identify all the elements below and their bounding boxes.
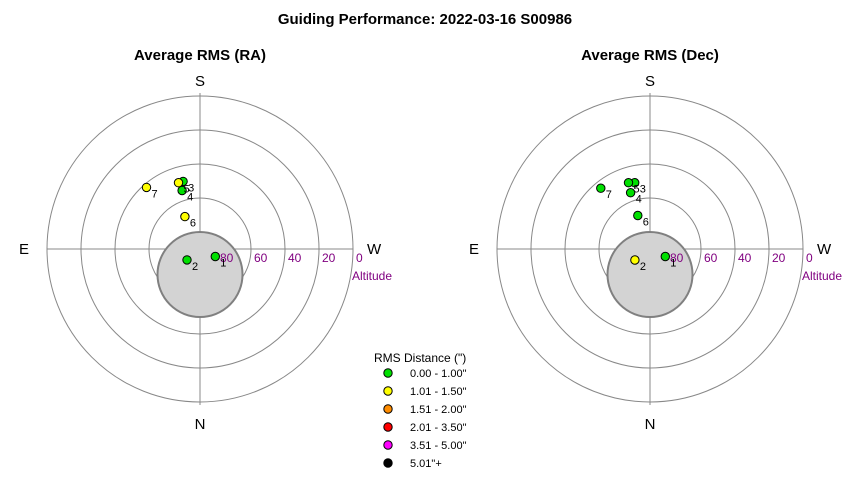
direction-east-label: E bbox=[19, 241, 29, 258]
altitude-axis-label: Altitude bbox=[352, 269, 392, 283]
data-point-label-dec-4: 4 bbox=[636, 194, 642, 206]
altitude-tick-label-80: 80 bbox=[220, 251, 234, 265]
legend-swatch-4 bbox=[383, 440, 393, 450]
legend: RMS Distance (") 0.00 - 1.00" 1.01 - 1.50… bbox=[374, 351, 467, 470]
legend-entry-label-2: 1.51 - 2.00" bbox=[410, 404, 467, 416]
direction-south-label: S bbox=[195, 73, 205, 90]
legend-title: RMS Distance (") bbox=[374, 351, 466, 365]
altitude-tick-label-40: 40 bbox=[288, 251, 302, 265]
data-point-label-dec-7: 7 bbox=[606, 189, 612, 201]
polar-plot-ra: Average RMS (RA) 80 60 40 20 0 Altitude S N E W 1… bbox=[19, 47, 392, 433]
direction-south-label: S bbox=[645, 73, 655, 90]
legend-entry-label-0: 0.00 - 1.00" bbox=[410, 368, 467, 380]
direction-north-label: N bbox=[645, 416, 656, 433]
data-point-ra-1 bbox=[210, 251, 221, 262]
altitude-ring-40 bbox=[114, 163, 286, 335]
altitude-ring-0 bbox=[46, 95, 354, 403]
legend-swatch-2 bbox=[383, 404, 393, 414]
legend-swatch-0 bbox=[383, 368, 393, 378]
data-point-label-ra-4: 4 bbox=[187, 192, 193, 204]
legend-swatch-3 bbox=[383, 422, 393, 432]
legend-entry-label-3: 2.01 - 3.50" bbox=[410, 422, 467, 434]
legend-entry-label-1: 1.01 - 1.50" bbox=[410, 386, 467, 398]
legend-items: 0.00 - 1.00" 1.01 - 1.50" 1.51 - 2.00" 2.01… bbox=[383, 368, 467, 470]
legend-swatch-5 bbox=[383, 458, 393, 468]
data-point-dec-4 bbox=[625, 188, 636, 198]
polar-grid-dec: 80 60 40 20 0 Altitude S N E W bbox=[469, 73, 842, 433]
data-point-label-dec-5: 5 bbox=[634, 184, 640, 196]
altitude-ring-40 bbox=[564, 163, 736, 335]
exclusion-disk bbox=[606, 231, 694, 318]
data-point-ra-2 bbox=[182, 255, 192, 265]
data-point-label-ra-6: 6 bbox=[190, 218, 196, 230]
direction-north-label: N bbox=[195, 416, 206, 433]
data-point-label-ra-1: 1 bbox=[220, 258, 226, 270]
data-point-label-ra-2: 2 bbox=[192, 261, 198, 273]
altitude-ring-0 bbox=[496, 95, 804, 403]
altitude-tick-label-80: 80 bbox=[670, 251, 684, 265]
altitude-tick-label-40: 40 bbox=[738, 251, 752, 265]
data-point-label-ra-5: 5 bbox=[184, 184, 190, 196]
data-point-dec-5 bbox=[623, 178, 634, 188]
altitude-ring-20 bbox=[530, 129, 770, 369]
plot-title-dec: Average RMS (Dec) bbox=[581, 47, 719, 64]
direction-west-label: W bbox=[817, 241, 832, 258]
data-point-dec-6 bbox=[633, 210, 643, 221]
altitude-tick-label-20: 20 bbox=[772, 251, 786, 265]
data-point-label-dec-2: 2 bbox=[640, 261, 646, 273]
legend-swatch-1 bbox=[383, 386, 393, 396]
exclusion-disk bbox=[156, 231, 244, 318]
data-point-label-dec-6: 6 bbox=[643, 217, 649, 229]
data-point-label-dec-3: 3 bbox=[640, 184, 646, 196]
data-point-dec-2 bbox=[630, 255, 640, 265]
data-point-label-dec-1: 1 bbox=[670, 258, 676, 270]
altitude-tick-label-60: 60 bbox=[704, 251, 718, 265]
figure-title: Guiding Performance: 2022-03-16 S00986 bbox=[278, 11, 572, 28]
polar-grid-ra: 80 60 40 20 0 Altitude S N E W bbox=[19, 73, 392, 433]
data-point-dec-7 bbox=[596, 183, 606, 193]
data-point-label-ra-3: 3 bbox=[188, 182, 194, 194]
altitude-axis-label: Altitude bbox=[802, 269, 842, 283]
altitude-tick-label-0: 0 bbox=[806, 251, 813, 265]
direction-west-label: W bbox=[367, 241, 382, 258]
data-point-ra-7 bbox=[141, 182, 152, 193]
altitude-tick-label-60: 60 bbox=[254, 251, 268, 265]
direction-east-label: E bbox=[469, 241, 479, 258]
plot-title-ra: Average RMS (RA) bbox=[134, 47, 266, 64]
points-dec: 1 2 345 6 7 bbox=[596, 178, 676, 273]
data-point-dec-1 bbox=[660, 251, 670, 262]
data-point-ra-6 bbox=[180, 211, 190, 222]
data-point-ra-4 bbox=[177, 185, 187, 196]
points-ra: 1 2 345 6 7 bbox=[141, 176, 226, 273]
altitude-tick-label-20: 20 bbox=[322, 251, 336, 265]
data-point-label-ra-7: 7 bbox=[152, 188, 158, 200]
altitude-tick-label-0: 0 bbox=[356, 251, 363, 265]
legend-entry-label-4: 3.51 - 5.00" bbox=[410, 440, 467, 452]
data-point-ra-5 bbox=[173, 178, 184, 188]
legend-entry-label-5: 5.01"+ bbox=[410, 458, 442, 470]
altitude-ring-20 bbox=[80, 129, 320, 369]
